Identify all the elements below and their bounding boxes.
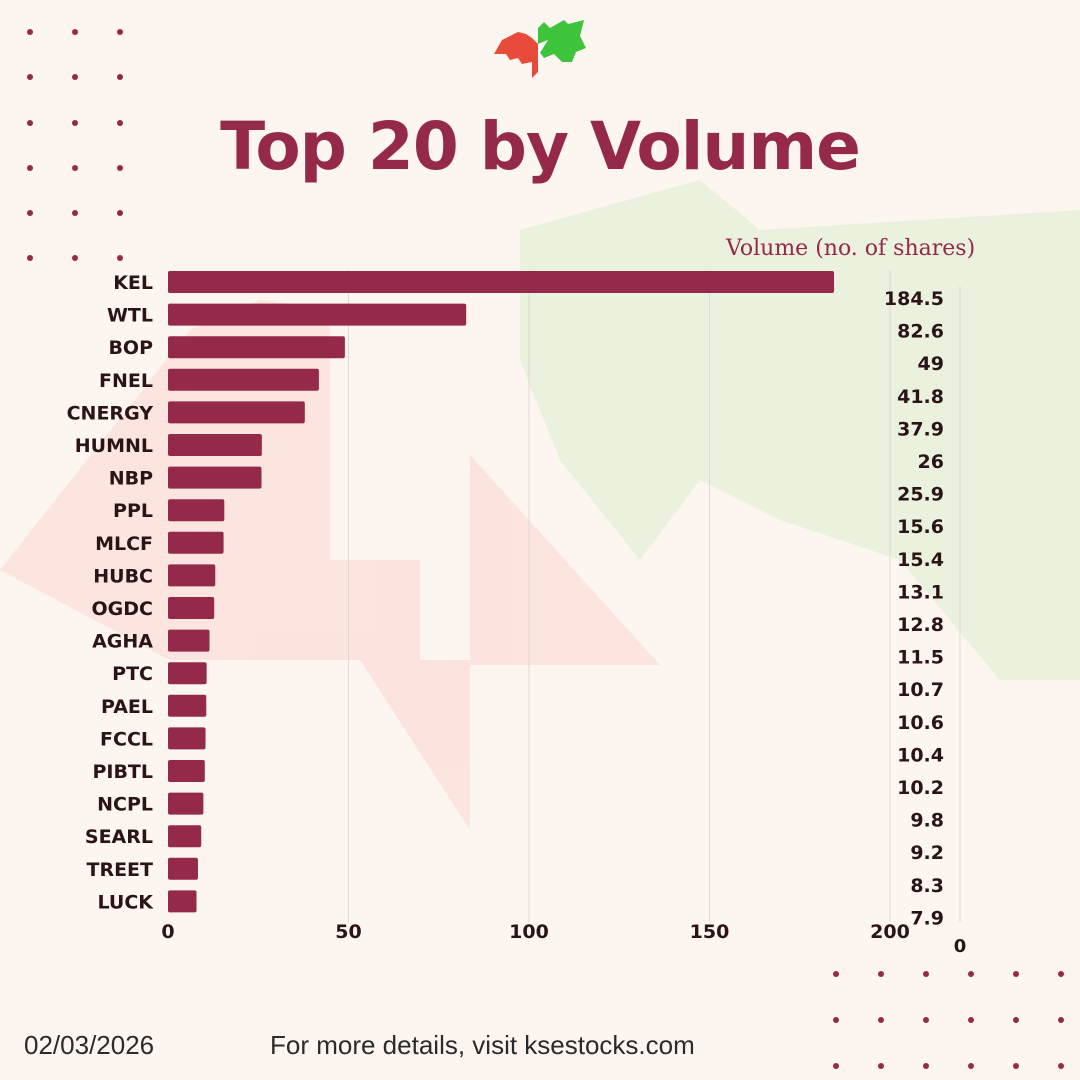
dot-grid-top-left [27, 29, 123, 261]
value-label: 82.6 [897, 321, 944, 343]
value-label: 10.6 [897, 712, 944, 734]
bar [168, 564, 216, 587]
bar [168, 336, 345, 359]
x-tick-label: 50 [335, 921, 361, 943]
category-label: OGDC [92, 598, 153, 620]
bar [168, 662, 207, 685]
value-label: 13.1 [897, 581, 944, 603]
category-label: HUBC [93, 565, 153, 587]
x-tick-label: 100 [509, 921, 549, 943]
value-label: 26 [918, 451, 944, 473]
category-label: AGHA [92, 631, 153, 653]
value-label: 41.8 [897, 386, 944, 408]
value-label: 10.2 [897, 777, 944, 799]
bar [168, 825, 202, 848]
bar [168, 597, 215, 619]
bar [168, 271, 835, 293]
category-label: BOP [108, 337, 153, 359]
bar [168, 499, 225, 522]
value-label: 10.7 [897, 679, 944, 701]
category-label: FNEL [99, 370, 153, 392]
x-axis-title: Volume (no. of shares) [726, 236, 976, 261]
category-label: PTC [112, 663, 153, 685]
value-label: 15.6 [897, 516, 944, 538]
x-tick-label: 150 [690, 921, 730, 943]
bar [168, 792, 204, 815]
value-label: 49 [918, 353, 944, 375]
category-label: TREET [86, 859, 153, 881]
value-label: 7.9 [910, 907, 944, 929]
value-label: 10.4 [897, 744, 944, 766]
report-date: 02/03/2026 [24, 1030, 155, 1060]
bar [168, 303, 467, 326]
bar [168, 857, 198, 880]
secondary-axis-tick-label: 0 [954, 936, 967, 957]
category-label: KEL [113, 272, 153, 294]
bar [168, 434, 262, 456]
bar [168, 760, 205, 782]
category-label: FCCL [100, 728, 153, 750]
footer-visit-text: For more details, visit ksestocks.com [270, 1030, 695, 1060]
category-label: HUMNL [75, 435, 153, 457]
category-label: PPL [113, 500, 153, 522]
category-label: LUCK [97, 891, 154, 913]
category-label: SEARL [85, 826, 153, 848]
bar [168, 466, 262, 489]
category-label: WTL [107, 305, 153, 327]
bar [168, 890, 197, 913]
bar [168, 531, 224, 554]
x-tick-label: 0 [161, 921, 174, 943]
bar [168, 401, 305, 424]
value-label: 9.2 [910, 842, 944, 864]
bar [168, 368, 319, 391]
value-label: 11.5 [897, 647, 944, 669]
x-tick-label: 200 [870, 921, 910, 943]
value-label: 15.4 [897, 549, 944, 571]
category-label: NCPL [97, 794, 153, 816]
bar-chart: 0 50 100 150 200 0 KEL 184.5 WTL 82.6 BOP 49 FNEL 41.… [67, 270, 967, 957]
value-label: 25.9 [897, 484, 944, 506]
category-label: PAEL [101, 696, 153, 718]
bar [168, 727, 206, 750]
page-title: Top 20 by Volume [220, 108, 861, 185]
category-label: MLCF [95, 533, 153, 555]
category-label: PIBTL [92, 761, 153, 783]
bull-watermark-shape [520, 180, 1080, 680]
value-label: 37.9 [897, 418, 944, 440]
bar [168, 629, 210, 652]
value-label: 9.8 [910, 810, 944, 832]
dot-grid-bottom-right [833, 971, 1064, 1069]
value-label: 12.8 [897, 614, 944, 636]
value-label: 184.5 [884, 288, 944, 310]
bar [168, 694, 207, 717]
category-label: NBP [109, 468, 153, 490]
category-label: CNERGY [67, 402, 154, 424]
bull-bear-k-logo-icon [494, 20, 586, 78]
value-label: 8.3 [910, 875, 944, 897]
